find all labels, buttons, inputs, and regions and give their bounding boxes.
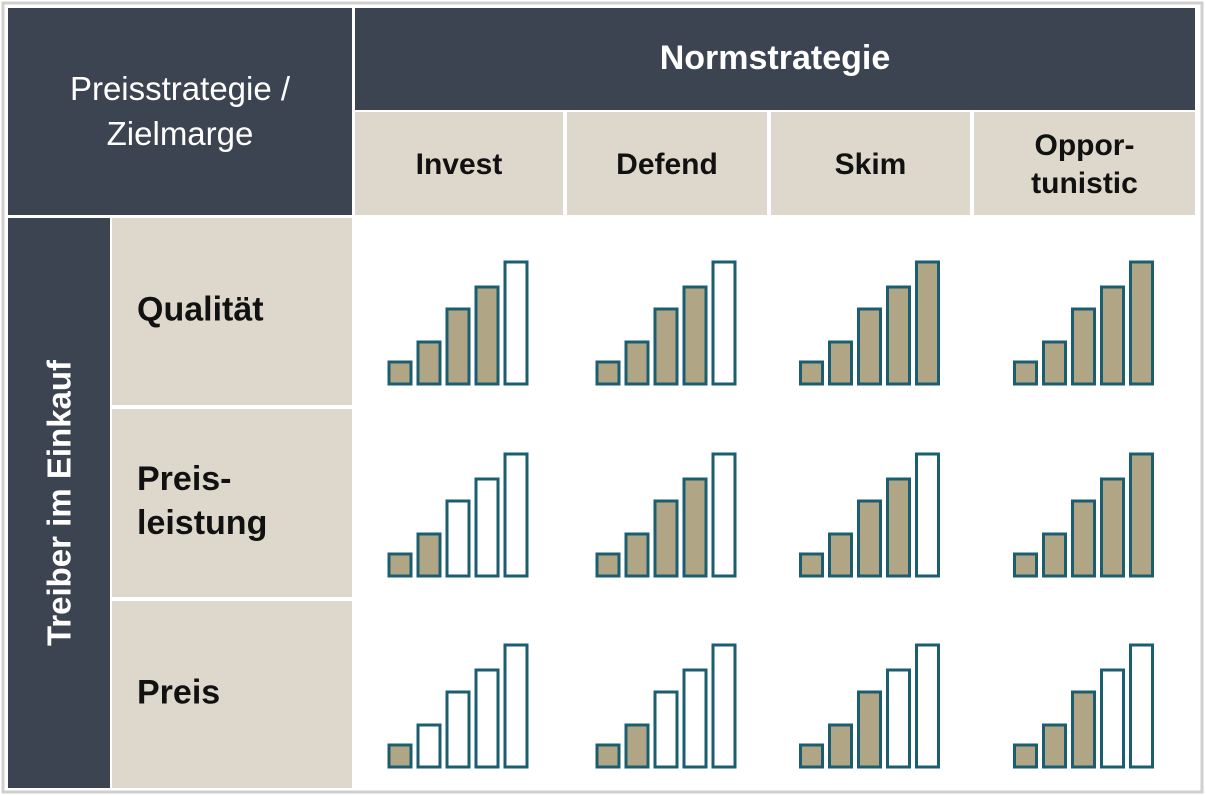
label-line: Skim <box>835 148 907 181</box>
bar-icon <box>886 285 911 386</box>
label-line: Oppor- <box>1035 129 1135 162</box>
bar-icon <box>387 743 413 769</box>
bar-icon <box>857 307 882 386</box>
bar-icon <box>445 499 471 578</box>
bar-icon <box>1071 307 1096 386</box>
bar-icon <box>1100 285 1125 386</box>
bar-icon <box>416 340 442 386</box>
bar-icon <box>474 477 500 578</box>
bar-icon <box>857 499 882 578</box>
label-line: Preis <box>137 673 220 711</box>
bar-icon <box>387 552 413 578</box>
bar-icon <box>1013 743 1038 769</box>
bar-icon <box>653 307 679 386</box>
side-label: Treiber im Einkauf <box>41 359 78 646</box>
bar-icon <box>828 340 853 386</box>
bar-icon <box>1013 360 1038 386</box>
bar-icon <box>1100 668 1125 769</box>
bar-icon <box>595 743 621 769</box>
column-header <box>974 112 1195 215</box>
column-header <box>771 112 970 215</box>
bar-icon <box>828 723 853 769</box>
bar-icon <box>624 340 650 386</box>
bar-icon <box>1071 499 1096 578</box>
bar-icon <box>503 452 529 578</box>
bar-icon <box>595 360 621 386</box>
bar-icon <box>799 552 824 578</box>
label-line: Defend <box>616 148 718 181</box>
bar-icon <box>445 690 471 769</box>
label-line: Preis- <box>137 460 232 498</box>
bar-icon <box>474 285 500 386</box>
bar-icon <box>416 723 442 769</box>
label-line: Zielmarge <box>107 115 254 152</box>
bar-icon <box>857 690 882 769</box>
column-header <box>567 112 767 215</box>
bar-icon <box>653 499 679 578</box>
bar-icon <box>1042 723 1067 769</box>
header-title: Normstrategie <box>660 39 891 77</box>
bar-icon <box>474 668 500 769</box>
bar-icon <box>503 260 529 386</box>
bar-icon <box>1129 643 1154 769</box>
label-line: Invest <box>416 148 503 181</box>
bar-icon <box>624 723 650 769</box>
bar-icon <box>1042 340 1067 386</box>
bar-icon <box>1071 690 1096 769</box>
header-cell <box>355 8 1195 110</box>
bar-icon <box>886 477 911 578</box>
bar-icon <box>915 452 940 578</box>
corner-cell <box>8 8 352 215</box>
bar-icon <box>711 260 737 386</box>
bar-icon <box>682 477 708 578</box>
bar-icon <box>711 452 737 578</box>
side-cell <box>8 218 110 788</box>
label-line: Preisstrategie / <box>70 70 291 107</box>
bar-icon <box>1100 477 1125 578</box>
row-header <box>112 601 352 788</box>
row-header <box>112 409 352 597</box>
bar-icon <box>1129 260 1154 386</box>
bar-icon <box>682 285 708 386</box>
bar-icon <box>915 260 940 386</box>
bar-icon <box>799 743 824 769</box>
bar-icon <box>682 668 708 769</box>
bar-icon <box>624 532 650 578</box>
bar-icon <box>445 307 471 386</box>
label-line: tunistic <box>1031 167 1138 200</box>
bar-icon <box>915 643 940 769</box>
bar-icon <box>799 360 824 386</box>
bar-icon <box>416 532 442 578</box>
label-line: leistung <box>137 504 267 542</box>
bar-icon <box>653 690 679 769</box>
bar-icon <box>1042 532 1067 578</box>
bar-icon <box>595 552 621 578</box>
bar-icon <box>711 643 737 769</box>
bar-icon <box>828 532 853 578</box>
bar-icon <box>1013 552 1038 578</box>
column-header <box>355 112 563 215</box>
bar-icon <box>1129 452 1154 578</box>
bar-icon <box>886 668 911 769</box>
bar-icon <box>503 643 529 769</box>
label-line: Qualität <box>137 290 264 328</box>
bar-icon <box>387 360 413 386</box>
row-header <box>112 218 352 405</box>
